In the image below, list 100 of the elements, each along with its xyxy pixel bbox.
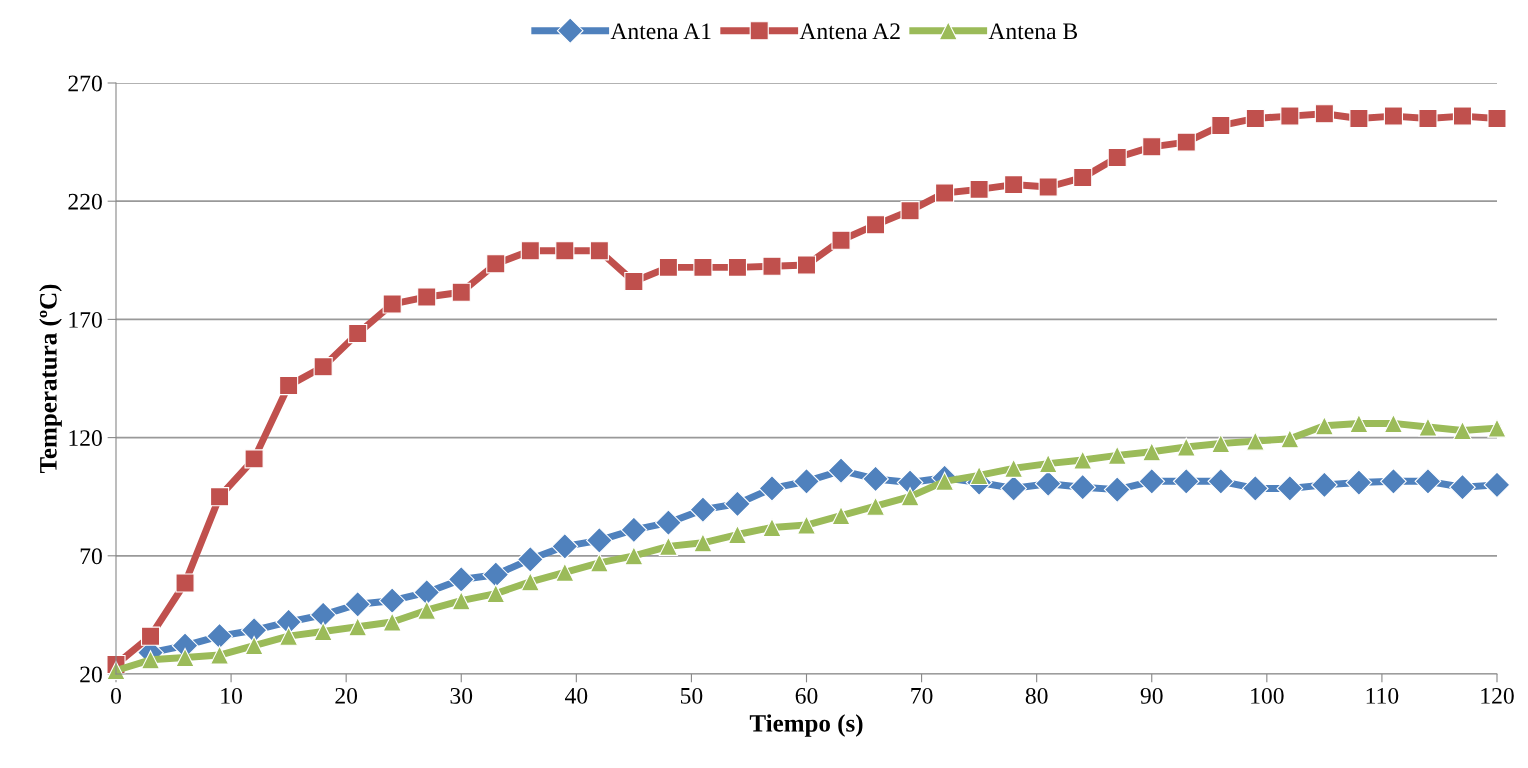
point — [1211, 433, 1231, 454]
x-tick-label: 40 — [564, 687, 588, 704]
point — [1452, 106, 1473, 126]
point — [313, 621, 333, 642]
point — [1038, 454, 1058, 474]
point — [1345, 469, 1373, 496]
x-tick-label: 0 — [111, 687, 121, 704]
point — [1073, 167, 1093, 188]
point — [831, 230, 851, 250]
point — [451, 282, 471, 302]
point — [969, 179, 989, 199]
y-tick-label: 220 — [68, 193, 102, 210]
y-tick-label: 120 — [69, 430, 102, 447]
point — [1280, 429, 1300, 449]
point — [1418, 417, 1438, 437]
point — [175, 647, 195, 668]
point — [140, 626, 161, 646]
point — [516, 546, 544, 573]
point — [209, 645, 230, 665]
point — [1073, 450, 1093, 470]
point — [520, 241, 540, 261]
point — [658, 536, 678, 556]
point — [1211, 115, 1231, 136]
point — [827, 457, 855, 485]
point — [313, 357, 333, 377]
x-tick-label: 80 — [1025, 687, 1048, 704]
x-tick-label: 110 — [1366, 687, 1399, 704]
point — [1276, 475, 1304, 502]
y-tick-label: 70 — [80, 548, 102, 565]
point — [1172, 468, 1200, 495]
point — [206, 622, 233, 650]
point — [935, 183, 955, 203]
point — [693, 533, 713, 553]
y-tick-label: 20 — [80, 666, 102, 683]
x-axis-title: Tiempo (s) — [749, 714, 863, 737]
point — [969, 465, 989, 486]
x-tick-label: 60 — [795, 687, 818, 704]
point — [413, 579, 441, 606]
point — [586, 527, 613, 554]
point — [1380, 468, 1407, 495]
point — [382, 612, 402, 632]
point — [1069, 473, 1097, 501]
point — [1034, 470, 1062, 498]
point — [589, 241, 609, 261]
point — [417, 600, 437, 620]
point — [624, 546, 644, 566]
point — [1107, 147, 1127, 168]
point — [831, 506, 851, 526]
point — [244, 636, 264, 656]
point — [382, 294, 402, 314]
point — [348, 324, 368, 344]
point — [378, 587, 406, 615]
point — [793, 468, 820, 495]
point — [447, 566, 475, 593]
point — [865, 215, 886, 235]
x-tick-label: 100 — [1251, 687, 1284, 704]
point — [1418, 108, 1438, 129]
point — [1452, 420, 1473, 441]
point — [1207, 468, 1235, 495]
point — [1311, 471, 1338, 499]
point — [417, 287, 437, 307]
point — [555, 241, 575, 261]
point — [796, 515, 817, 535]
x-tick-label: 20 — [335, 687, 358, 704]
legend-label: Antena A1 — [610, 23, 711, 40]
point — [1004, 175, 1024, 195]
point — [1245, 108, 1265, 129]
point — [900, 201, 920, 221]
point — [344, 590, 371, 618]
x-tick-label: 10 — [221, 687, 242, 704]
y-tick-label: 270 — [68, 75, 102, 92]
point — [862, 465, 889, 493]
point — [1004, 458, 1024, 478]
point — [1449, 473, 1476, 501]
point — [1349, 413, 1369, 433]
y-axis-title: Temperatura (ºC) — [39, 284, 62, 474]
point — [1245, 431, 1265, 451]
legend-label: Antena A2 — [799, 23, 900, 40]
point — [655, 509, 682, 537]
point — [1142, 137, 1162, 157]
point — [279, 626, 299, 646]
point — [689, 496, 717, 524]
point — [762, 517, 782, 538]
y-tick-label: 170 — [69, 311, 102, 328]
point — [900, 487, 920, 507]
point — [589, 553, 609, 573]
point — [693, 257, 713, 277]
x-tick-label: 120 — [1481, 687, 1514, 704]
point — [1314, 104, 1334, 124]
point — [724, 490, 751, 518]
point — [520, 572, 540, 592]
point — [1242, 475, 1269, 502]
point — [935, 471, 955, 491]
x-tick-label: 30 — [450, 687, 473, 704]
point — [1314, 416, 1334, 436]
point — [624, 271, 644, 292]
point — [1383, 413, 1404, 433]
legend-label: Antena B — [988, 23, 1078, 40]
x-tick-label: 50 — [680, 687, 703, 704]
point — [1038, 177, 1058, 197]
